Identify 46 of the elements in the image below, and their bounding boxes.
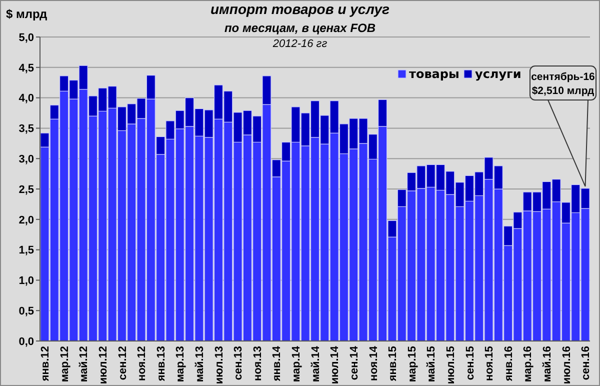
x-tick-label: июл.14 xyxy=(329,345,342,384)
legend-label: услуги xyxy=(475,67,522,81)
x-tick-label: май.16 xyxy=(542,346,554,382)
y-tick-label: 5,0 xyxy=(18,32,34,44)
x-tick-label: ноя.12 xyxy=(136,346,148,381)
x-tick-label: мар.14 xyxy=(290,345,303,382)
annotation: сентябрь-16 $2,510 млрд xyxy=(531,71,596,97)
y-tick-label: 0,0 xyxy=(18,336,34,348)
x-tick-label: июл.15 xyxy=(444,346,457,384)
x-tick-label: май.12 xyxy=(78,346,90,382)
x-tick-label: мар.16 xyxy=(522,346,534,382)
x-tick-label: мар.13 xyxy=(174,346,187,382)
y-tick-label: 2,0 xyxy=(18,214,34,226)
x-tick-label: июл.12 xyxy=(97,346,110,384)
y-tick-label: 4,5 xyxy=(18,62,34,74)
x-tick-label: янв.15 xyxy=(387,346,400,382)
y-tick-label: 1,0 xyxy=(18,275,34,288)
y-tick-label: 1,5 xyxy=(18,244,34,257)
x-tick-label: ноя.13 xyxy=(252,346,264,381)
x-tick-label: сен.14 xyxy=(348,345,360,380)
x-tick-label: янв.14 xyxy=(271,345,284,382)
x-tick-label: сен.12 xyxy=(116,346,129,380)
x-tick-label: мар.12 xyxy=(58,346,71,382)
y-tick-label: 3,0 xyxy=(18,153,34,166)
chart-title: импорт товаров и услуг xyxy=(210,1,390,17)
x-tick-label: июл.13 xyxy=(213,346,226,384)
x-tick-label: июл.16 xyxy=(560,346,573,384)
y-tick-label: 2,5 xyxy=(18,184,34,196)
legend-label: товары xyxy=(409,67,460,81)
x-tick-label: мар.15 xyxy=(406,346,418,382)
x-tick-label: янв.16 xyxy=(502,346,515,382)
x-tick-label: сен.13 xyxy=(232,346,245,380)
x-tick-label: май.14 xyxy=(310,345,322,382)
y-tick-label: 4,0 xyxy=(18,92,34,105)
x-tick-label: сен.16 xyxy=(580,346,592,380)
chart-subtitle: по месяцам, в ценах FOB 2012-16 гг xyxy=(224,21,376,50)
x-tick-label: май.13 xyxy=(194,346,206,382)
y-tick-label: 0,5 xyxy=(18,305,34,318)
x-tick-label: янв.12 xyxy=(40,346,52,382)
y-tick-label: 3,5 xyxy=(18,123,34,136)
x-tick-label: май.15 xyxy=(426,346,438,382)
x-tick-label: сен.15 xyxy=(464,346,476,380)
x-tick-label: янв.13 xyxy=(155,346,168,382)
x-tick-label: ноя.14 xyxy=(368,345,380,381)
x-tick-label: ноя.15 xyxy=(484,346,496,381)
y-axis-title: $ млрд xyxy=(6,7,48,21)
